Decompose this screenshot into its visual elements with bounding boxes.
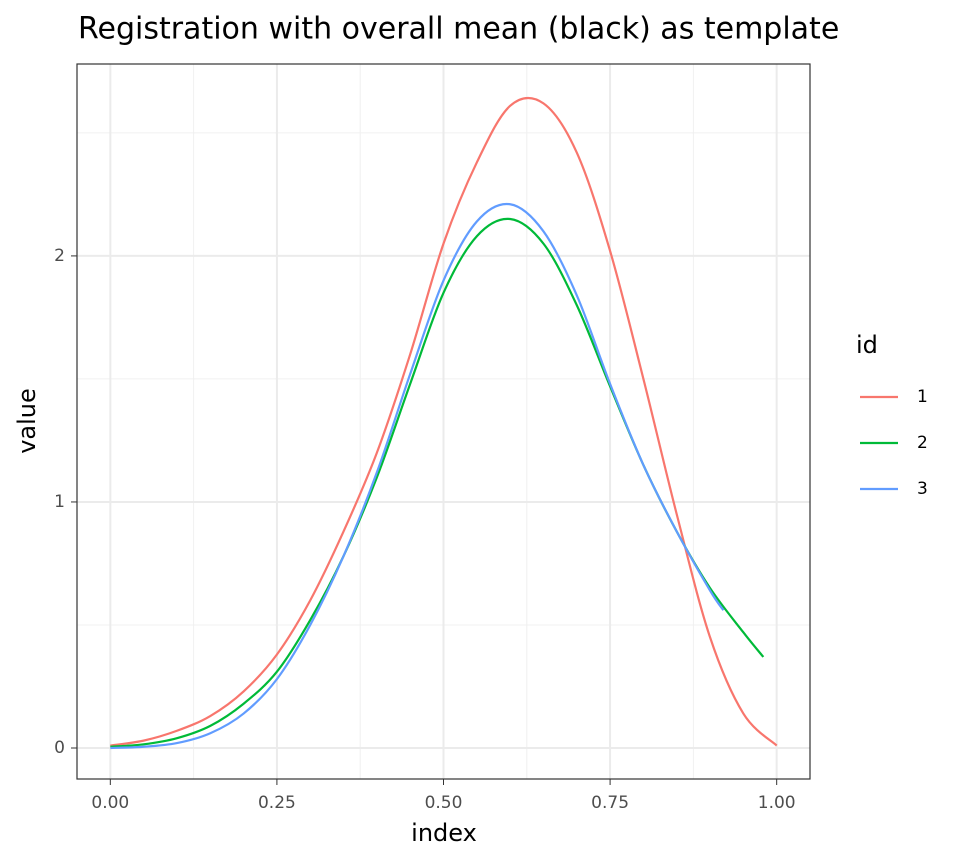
x-tick-label: 0.75 [591, 793, 629, 813]
x-axis-title: index [411, 819, 477, 847]
legend-label: 2 [917, 433, 928, 453]
y-tick-label: 0 [54, 738, 65, 758]
x-tick-label: 0.00 [91, 793, 129, 813]
x-tick-label: 0.50 [425, 793, 463, 813]
x-tick-label: 1.00 [758, 793, 796, 813]
panel-border [76, 63, 811, 780]
y-tick-label: 1 [54, 492, 65, 512]
chart-title: Registration with overall mean (black) a… [78, 12, 839, 47]
legend-title: id [856, 331, 878, 359]
x-tick-label: 0.25 [258, 793, 296, 813]
y-axis-title: value [13, 388, 41, 454]
series-line [110, 96, 778, 747]
legend-label: 3 [917, 479, 928, 499]
y-tick-label: 2 [54, 246, 65, 266]
series-line [110, 202, 725, 750]
legend-label: 1 [917, 387, 928, 407]
